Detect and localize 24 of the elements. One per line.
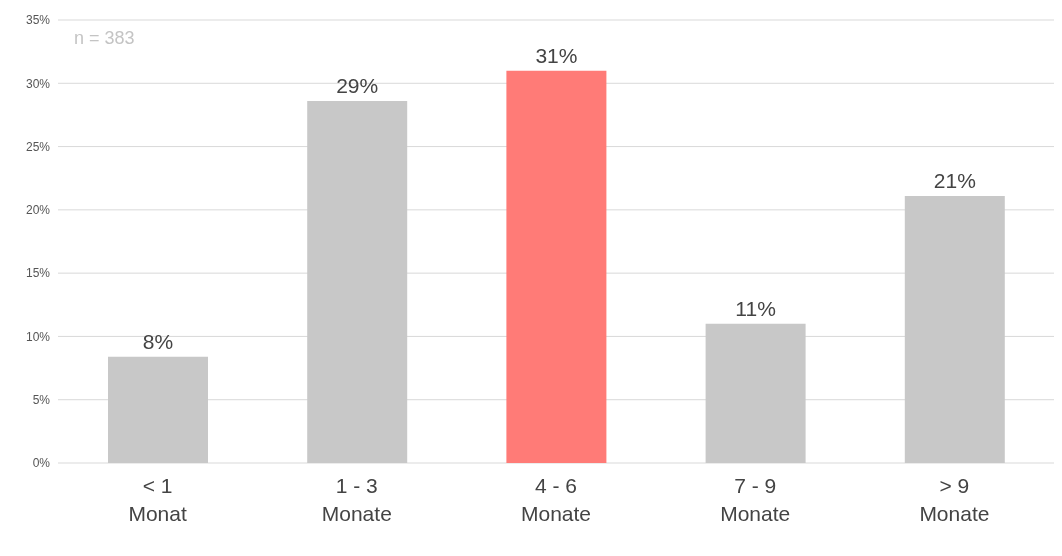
data-label: 31% bbox=[535, 43, 578, 67]
x-tick-label: > 9 Monate bbox=[919, 474, 990, 525]
bar bbox=[307, 101, 408, 463]
y-tick-label: 15% bbox=[25, 266, 51, 281]
y-tick-label: 30% bbox=[25, 76, 51, 91]
annotation: n = 383 bbox=[74, 28, 135, 49]
bar bbox=[705, 323, 806, 463]
y-tick-label: 25% bbox=[25, 139, 51, 154]
bar bbox=[904, 195, 1005, 463]
data-label: 29% bbox=[336, 74, 379, 98]
bar bbox=[108, 356, 208, 463]
data-label: 11% bbox=[735, 296, 776, 320]
x-tick-label: 4 - 6 Monate bbox=[520, 474, 592, 525]
y-tick-label: 10% bbox=[25, 329, 51, 344]
y-tick-label: 0% bbox=[32, 456, 51, 471]
x-tick-label: 1 - 3 Monate bbox=[321, 474, 392, 525]
x-tick-label: 7 - 9 Monate bbox=[720, 474, 791, 525]
data-label: 8% bbox=[142, 329, 174, 353]
bar bbox=[506, 70, 607, 463]
x-tick-label: < 1 Monat bbox=[128, 474, 187, 525]
data-label: 21% bbox=[933, 168, 976, 192]
y-tick-label: 20% bbox=[25, 203, 51, 218]
y-tick-label: 5% bbox=[32, 392, 51, 407]
y-tick-label: 35% bbox=[25, 13, 51, 28]
